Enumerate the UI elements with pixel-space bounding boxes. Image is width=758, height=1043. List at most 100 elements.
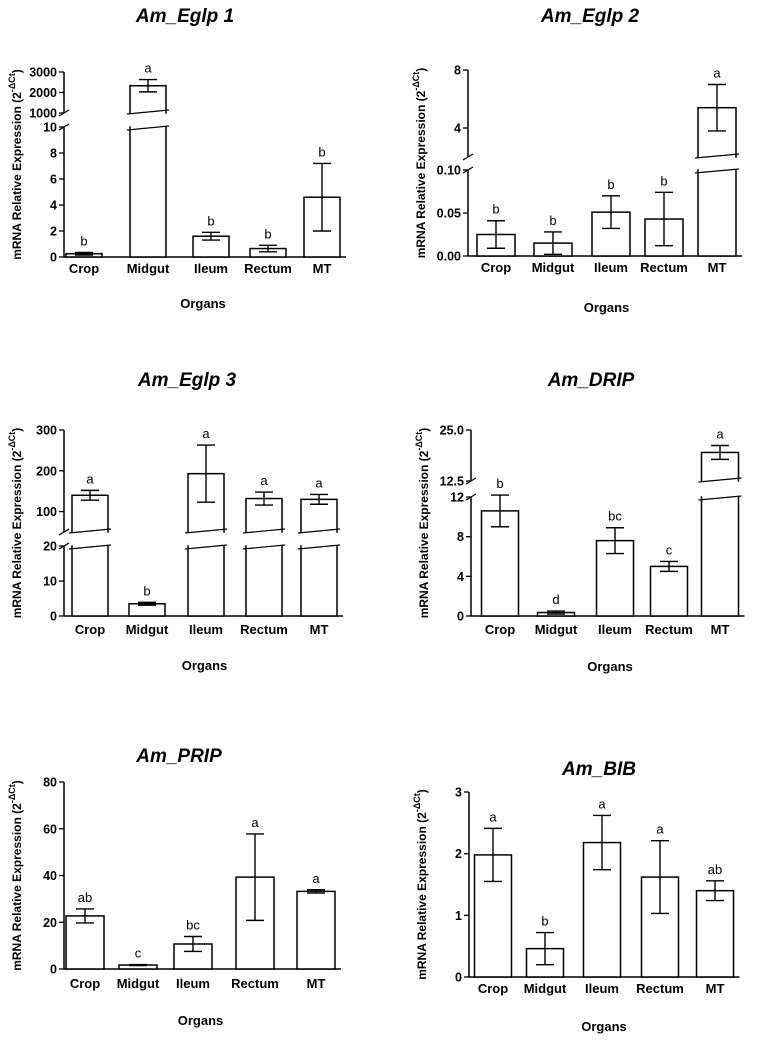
axis-break-mark bbox=[58, 109, 70, 131]
x-axis-label: Organs bbox=[178, 1013, 224, 1028]
x-tick-label: MT bbox=[711, 622, 730, 637]
chart-title: Am_DRIP bbox=[547, 370, 635, 391]
x-tick-label: Ileum bbox=[194, 261, 228, 276]
axis-break-mark bbox=[58, 528, 70, 550]
axis-break-mark bbox=[462, 153, 474, 174]
bar-mt bbox=[695, 889, 735, 978]
x-tick-label: Midgut bbox=[532, 260, 575, 275]
y-tick-label: 0.05 bbox=[437, 207, 461, 221]
x-tick-label: Rectum bbox=[240, 622, 288, 637]
significance-letter: b bbox=[607, 177, 614, 192]
y-tick-label: 0 bbox=[457, 610, 464, 624]
y-tick-label: 0 bbox=[50, 610, 57, 624]
y-axis-label-exponent: -ΔCt bbox=[7, 432, 17, 451]
chart-panel-5: Am_PRIP mRNA Relative Expression (2-ΔCt) 0… bbox=[7, 746, 341, 1028]
x-tick-label: MT bbox=[307, 976, 326, 991]
y-tick-label: 12 bbox=[450, 491, 464, 505]
x-tick-label: Rectum bbox=[645, 622, 693, 637]
bar-break-mark bbox=[698, 477, 742, 483]
y-axis-label-exponent: -ΔCt bbox=[414, 432, 424, 451]
significance-letter: a bbox=[315, 475, 323, 490]
x-axis-label: Organs bbox=[180, 296, 226, 311]
significance-letter: a bbox=[489, 809, 497, 824]
y-axis-label-exponent: -ΔCt bbox=[412, 793, 422, 812]
bar-rectum bbox=[649, 565, 689, 617]
x-tick-label: Ileum bbox=[594, 260, 628, 275]
significance-letter: c bbox=[135, 946, 142, 961]
significance-letter: b bbox=[492, 202, 499, 217]
y-tick-label: 200 bbox=[36, 464, 57, 478]
significance-letter: bc bbox=[186, 918, 200, 933]
y-tick-label: 0.00 bbox=[437, 250, 461, 264]
y-tick-label: 10 bbox=[43, 575, 57, 589]
bar-break-gap bbox=[699, 481, 741, 497]
bar-crop bbox=[71, 494, 109, 617]
significance-letter: a bbox=[202, 426, 210, 441]
chart-title: Am_PRIP bbox=[135, 746, 222, 767]
y-tick-label: 1 bbox=[455, 909, 462, 923]
y-tick-label: 20 bbox=[43, 916, 57, 930]
significance-letter: b bbox=[80, 233, 87, 248]
x-tick-label: Crop bbox=[478, 981, 508, 996]
x-tick-label: Midgut bbox=[127, 261, 170, 276]
x-tick-label: Midgut bbox=[126, 622, 169, 637]
y-tick-label: 4 bbox=[457, 570, 464, 584]
x-tick-label: Crop bbox=[481, 260, 511, 275]
significance-letter: d bbox=[552, 592, 559, 607]
significance-letter: b bbox=[207, 213, 214, 228]
y-axis-label-exponent: -ΔCt bbox=[7, 784, 17, 803]
y-tick-label: 0 bbox=[50, 963, 57, 977]
x-tick-label: Rectum bbox=[640, 260, 688, 275]
y-axis-label-main: mRNA Relative Expression (2 bbox=[417, 450, 431, 618]
bar-break-mark bbox=[184, 544, 228, 550]
x-tick-label: Rectum bbox=[636, 981, 684, 996]
significance-letter: b bbox=[541, 914, 548, 929]
y-tick-label: 25.0 bbox=[440, 424, 464, 438]
x-tick-label: Ileum bbox=[598, 622, 632, 637]
x-tick-label: Crop bbox=[69, 261, 99, 276]
y-tick-label: 3000 bbox=[29, 66, 57, 80]
bar-break-mark bbox=[694, 153, 740, 159]
bar-break-mark bbox=[297, 528, 341, 534]
y-tick-label: 12.5 bbox=[440, 475, 464, 489]
significance-letter: b bbox=[496, 476, 503, 491]
chart-panel-6: Am_BIB mRNA Relative Expression (2-ΔCt) 0 1… bbox=[412, 759, 740, 1034]
bar-break-mark bbox=[68, 544, 112, 550]
y-tick-label: 60 bbox=[43, 822, 57, 836]
bar-break-gap bbox=[186, 532, 226, 546]
y-tick-label: 6 bbox=[50, 173, 57, 187]
y-axis-label-close: ) bbox=[10, 69, 24, 73]
bar-break-mark bbox=[126, 109, 170, 115]
x-tick-label: MT bbox=[313, 261, 332, 276]
y-tick-label: 20 bbox=[43, 540, 57, 554]
significance-letter: b bbox=[660, 173, 667, 188]
chart-panel-1: Am_Eglp 1 mRNA Relative Expression (2-ΔCt… bbox=[7, 6, 346, 311]
y-tick-label: 100 bbox=[36, 505, 57, 519]
significance-letter: a bbox=[716, 427, 724, 442]
bar-break-mark bbox=[297, 544, 341, 550]
significance-letter: bc bbox=[608, 509, 622, 524]
bar-break-gap bbox=[299, 532, 339, 546]
significance-letter: ab bbox=[78, 890, 92, 905]
x-tick-label: Crop bbox=[70, 976, 100, 991]
x-axis-label: Organs bbox=[584, 300, 630, 315]
y-axis-label-close: ) bbox=[10, 780, 24, 784]
axis-break-mark bbox=[465, 477, 477, 501]
bar-break-mark bbox=[242, 528, 286, 534]
y-axis-label-close: ) bbox=[10, 428, 24, 432]
significance-letter: b bbox=[264, 226, 271, 241]
y-tick-label: 2 bbox=[50, 225, 57, 239]
x-tick-label: Midgut bbox=[524, 981, 567, 996]
y-axis-label-main: mRNA Relative Expression (2 bbox=[414, 90, 428, 258]
x-tick-label: Crop bbox=[485, 622, 515, 637]
chart-panel-4: Am_DRIP mRNA Relative Expression (2-ΔCt) 0… bbox=[414, 370, 745, 674]
y-axis-label-main: mRNA Relative Expression (2 bbox=[10, 92, 24, 260]
y-tick-label: 0.10 bbox=[437, 164, 461, 178]
y-tick-label: 10 bbox=[43, 121, 57, 135]
significance-letter: a bbox=[86, 471, 94, 486]
y-axis-label-main: mRNA Relative Expression (2 bbox=[10, 803, 24, 971]
significance-letter: b bbox=[549, 213, 556, 228]
y-axis-label: mRNA Relative Expression (2-ΔCt) bbox=[7, 428, 24, 619]
y-tick-label: 8 bbox=[454, 64, 461, 78]
